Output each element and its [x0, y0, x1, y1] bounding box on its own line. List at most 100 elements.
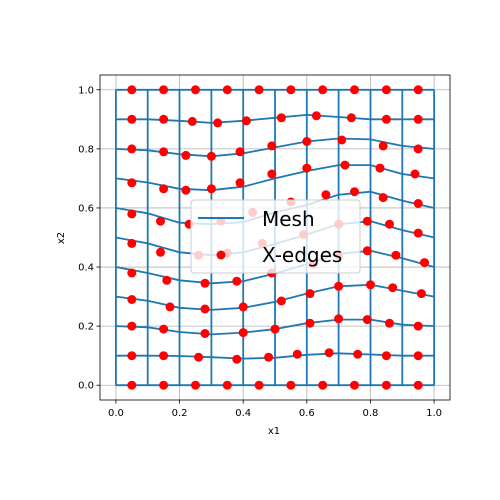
x-edge-point — [254, 380, 264, 390]
x-edge-point — [159, 147, 169, 157]
x-edge-point — [413, 228, 423, 238]
x-edge-point — [127, 321, 137, 331]
x-edge-point — [362, 216, 372, 226]
x-edge-point — [362, 315, 372, 325]
x-edge-point — [156, 216, 165, 226]
x-edge-point — [321, 190, 331, 200]
axes: 0.0 0.2 0.4 0.6 0.8 1.0 0.0 0.2 0.4 0.6 0.8 1.0 — [78, 74, 451, 419]
x-edge-point — [350, 85, 359, 95]
x-edge-point — [238, 302, 248, 312]
x-edge-point — [413, 321, 423, 331]
x-edge-point — [159, 114, 169, 124]
x-edge-point — [162, 275, 172, 285]
x-edge-point — [213, 118, 223, 128]
x-edge-point — [159, 380, 169, 390]
x-edge-point — [381, 85, 391, 95]
x-edge-point — [337, 135, 347, 145]
x-edge-point — [413, 144, 423, 154]
x-edge-point — [191, 380, 200, 390]
x-edge-point — [381, 114, 391, 124]
x-edge-point — [181, 150, 191, 160]
x-edge-point — [375, 163, 385, 173]
x-edge-point — [413, 351, 423, 361]
x-edge-point — [388, 283, 398, 293]
legend-edges-swatch — [216, 250, 226, 260]
x-edge-point — [200, 304, 210, 314]
x-edge-point — [381, 380, 391, 390]
x-edge-point — [302, 137, 312, 146]
y-tick-label: 0.4 — [78, 263, 94, 274]
x-edge-point — [311, 111, 321, 121]
x-tick-label: 0.6 — [299, 408, 315, 419]
legend: Mesh X-edges — [190, 199, 361, 274]
x-edge-point — [267, 169, 277, 179]
x-tick-label: 0.2 — [172, 408, 188, 419]
x-edge-point — [194, 352, 204, 362]
x-edge-point — [159, 184, 169, 194]
x-edge-point — [305, 318, 315, 328]
x-edge-point — [416, 289, 426, 299]
x-edge-point — [267, 141, 277, 151]
x-edge-point — [362, 246, 372, 256]
x-edge-point — [381, 351, 391, 361]
x-edge-point — [413, 199, 423, 208]
x-edge-point — [127, 351, 137, 361]
x-edge-point — [127, 238, 137, 248]
x-edge-point — [127, 380, 137, 390]
x-edge-point — [238, 328, 248, 338]
y-tick-label: 0.8 — [78, 144, 94, 155]
x-edge-point — [241, 116, 251, 126]
x-edge-point — [159, 351, 169, 361]
x-edge-point — [206, 184, 216, 194]
x-edge-point — [353, 349, 363, 359]
x-edge-point — [206, 151, 216, 161]
x-edge-point — [159, 85, 169, 95]
legend-edges-label: X-edges — [262, 243, 342, 267]
x-edge-point — [187, 116, 197, 126]
x-edge-point — [159, 324, 169, 334]
y-tick-label: 0.6 — [78, 203, 94, 214]
x-edge-point — [127, 295, 137, 304]
x-edge-point — [334, 281, 344, 291]
x-edge-point — [318, 85, 328, 95]
x-edge-point — [165, 302, 175, 312]
x-tick-label: 0.4 — [235, 408, 251, 419]
x-edge-point — [127, 209, 137, 219]
x-edge-point — [286, 380, 296, 390]
x-edge-point — [276, 113, 286, 123]
x-edge-point — [200, 278, 210, 288]
x-edge-point — [127, 114, 137, 124]
x-edge-point — [410, 169, 420, 179]
y-axis-label: x2 — [56, 232, 67, 244]
x-edge-point — [127, 144, 137, 154]
x-edge-point — [413, 85, 423, 95]
x-edge-point — [292, 349, 302, 359]
x-edge-point — [413, 380, 423, 390]
x-edge-point — [254, 85, 264, 95]
x-edge-point — [286, 85, 296, 95]
x-tick-label: 0.8 — [363, 408, 379, 419]
x-edge-point — [340, 160, 350, 170]
x-edge-point — [127, 178, 137, 188]
x-edge-point — [305, 289, 315, 299]
x-edge-point — [270, 324, 280, 334]
y-tick-label: 0.2 — [78, 322, 94, 333]
y-tick-label: 1.0 — [78, 85, 94, 96]
x-edge-point — [302, 163, 312, 173]
x-edge-point — [420, 258, 429, 268]
axes-frame — [99, 74, 451, 401]
x-edge-point — [378, 141, 388, 151]
x-edge-point — [378, 193, 388, 203]
x-edge-point — [232, 354, 242, 364]
x-edge-point — [181, 185, 191, 195]
x-edge-point — [191, 85, 200, 95]
x-edge-point — [232, 276, 242, 286]
x-edge-point — [276, 296, 286, 306]
x-edge-point — [350, 187, 359, 197]
x-edge-point — [127, 268, 137, 278]
x-tick-label: 1.0 — [426, 408, 442, 419]
x-edge-point — [324, 348, 334, 358]
x-edge-point — [156, 247, 165, 257]
y-tick-label: 0.0 — [78, 381, 94, 392]
x-axis-label: x1 — [268, 426, 280, 437]
